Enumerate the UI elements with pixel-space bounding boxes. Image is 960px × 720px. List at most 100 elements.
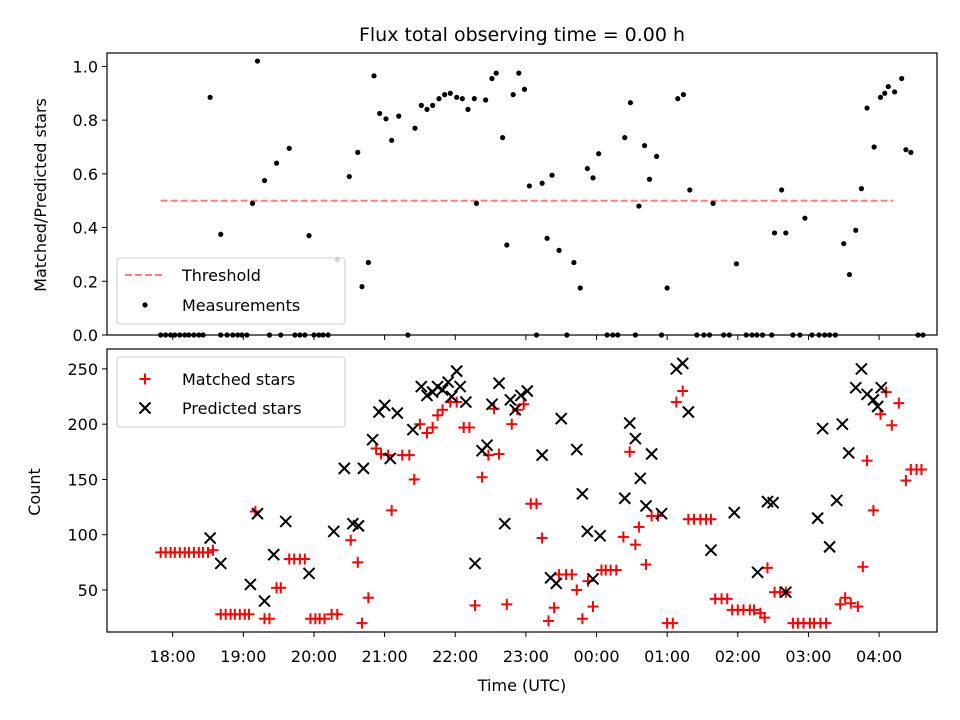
measurement-point	[396, 113, 402, 119]
matched-star-point	[331, 608, 343, 620]
matched-star-point	[670, 396, 682, 408]
measurement-point	[346, 173, 352, 180]
predicted-star-point	[867, 393, 880, 407]
predicted-star-stroke-b	[251, 507, 264, 520]
predicted-star-point	[593, 529, 607, 543]
top-y-tick-label: 1.0	[73, 57, 98, 76]
matched-star-point	[667, 617, 679, 629]
predicted-star-stroke-b	[514, 389, 528, 402]
x-tick-label: 01:00	[644, 647, 690, 666]
measurement-point	[783, 230, 789, 236]
predicted-star-point	[554, 412, 568, 425]
predicted-star-stroke-b	[357, 462, 370, 475]
measurement-point	[442, 92, 448, 98]
measurement-point	[778, 187, 785, 193]
matched-star-point	[207, 544, 219, 556]
predicted-star-point	[570, 443, 583, 456]
predicted-star-stroke-b	[593, 529, 607, 543]
predicted-star-stroke-b	[535, 448, 549, 462]
predicted-star-point	[251, 507, 264, 520]
measurement-point	[424, 106, 430, 112]
matched-star-point	[530, 498, 542, 510]
matched-star-point	[352, 556, 364, 568]
predicted-star-point	[391, 406, 404, 420]
matched-star-point	[834, 598, 846, 610]
measurement-point	[544, 235, 550, 241]
measurement-point	[596, 151, 602, 157]
predicted-star-stroke-b	[498, 517, 511, 530]
measurement-point	[539, 180, 545, 186]
predicted-star-stroke-b	[751, 566, 764, 579]
predicted-star-stroke-b	[645, 447, 658, 461]
predicted-star-stroke-b	[366, 433, 379, 446]
measurement-point	[590, 175, 596, 181]
matched-star-point	[386, 504, 398, 516]
matched-star-point	[629, 539, 641, 551]
measurement-point	[418, 102, 424, 108]
bottom-y-tick-label: 150	[67, 470, 98, 489]
measurement-point	[903, 147, 909, 153]
predicted-star-point	[378, 399, 391, 412]
measurement-point	[664, 285, 670, 291]
matched-star-point	[511, 404, 523, 416]
matched-star-point	[437, 404, 449, 416]
matched-star-point	[839, 592, 851, 604]
matched-star-point	[319, 613, 331, 625]
predicted-star-point	[480, 438, 494, 452]
matched-star-point	[893, 397, 905, 409]
measurement-point	[489, 75, 495, 82]
x-tick-label: 20:00	[291, 647, 337, 666]
predicted-star-stroke-b	[244, 578, 257, 591]
predicted-star-point	[550, 577, 563, 590]
bottom-y-tick-label: 100	[67, 526, 98, 545]
predicted-star-stroke-b	[766, 496, 780, 509]
predicted-star-stroke-b	[570, 443, 583, 456]
matched-star-point	[566, 569, 578, 581]
matched-star-point	[506, 418, 518, 430]
predicted-star-stroke-b	[860, 388, 874, 401]
measurement-point	[908, 149, 914, 155]
measurement-point	[510, 92, 516, 98]
predicted-star-point	[704, 543, 718, 557]
matched-star-point	[493, 448, 505, 460]
matched-star-point	[476, 471, 488, 483]
legend-predicted-stroke-b	[138, 401, 152, 415]
predicted-star-stroke-b	[836, 417, 849, 431]
predicted-star-stroke-b	[214, 557, 227, 570]
predicted-star-stroke-b	[279, 515, 292, 528]
predicted-star-stroke-b	[871, 400, 884, 413]
legend-predicted-label: Predicted stars	[182, 399, 302, 418]
legend-matched-label: Matched stars	[182, 370, 295, 389]
matched-star-point	[861, 455, 873, 467]
bottom-y-axis-label: Count	[25, 468, 44, 516]
measurement-point	[273, 160, 280, 166]
matched-star-point	[617, 531, 629, 543]
matched-star-point	[501, 598, 513, 610]
matched-star-point	[542, 615, 554, 627]
top-y-axis-label: Matched/Predicted stars	[31, 98, 50, 292]
matched-star-point	[845, 597, 857, 609]
measurement-point	[646, 176, 653, 182]
top-y-tick-label: 0.8	[73, 111, 98, 130]
matched-star-point	[469, 599, 481, 611]
predicted-star-stroke-b	[420, 389, 434, 402]
measurement-point	[627, 100, 634, 106]
predicted-star-stroke-b	[480, 438, 494, 452]
measurement-point	[871, 144, 877, 150]
predicted-star-stroke-b	[554, 412, 568, 425]
predicted-star-point	[509, 403, 522, 417]
measurement-point	[493, 70, 499, 76]
measurement-point	[459, 96, 465, 102]
predicted-star-point	[406, 423, 420, 436]
predicted-star-stroke-b	[521, 384, 534, 398]
x-tick-label: 03:00	[785, 647, 831, 666]
measurement-point	[571, 259, 577, 266]
measurement-point	[218, 231, 224, 237]
measurement-point	[584, 165, 590, 172]
top-y-tick-label: 0.4	[73, 219, 98, 238]
predicted-star-point	[267, 548, 280, 561]
matched-star-point	[345, 534, 357, 546]
top-y-tick-label: 0.6	[73, 165, 98, 184]
predicted-star-stroke-b	[406, 423, 420, 436]
matched-star-point	[370, 442, 382, 454]
